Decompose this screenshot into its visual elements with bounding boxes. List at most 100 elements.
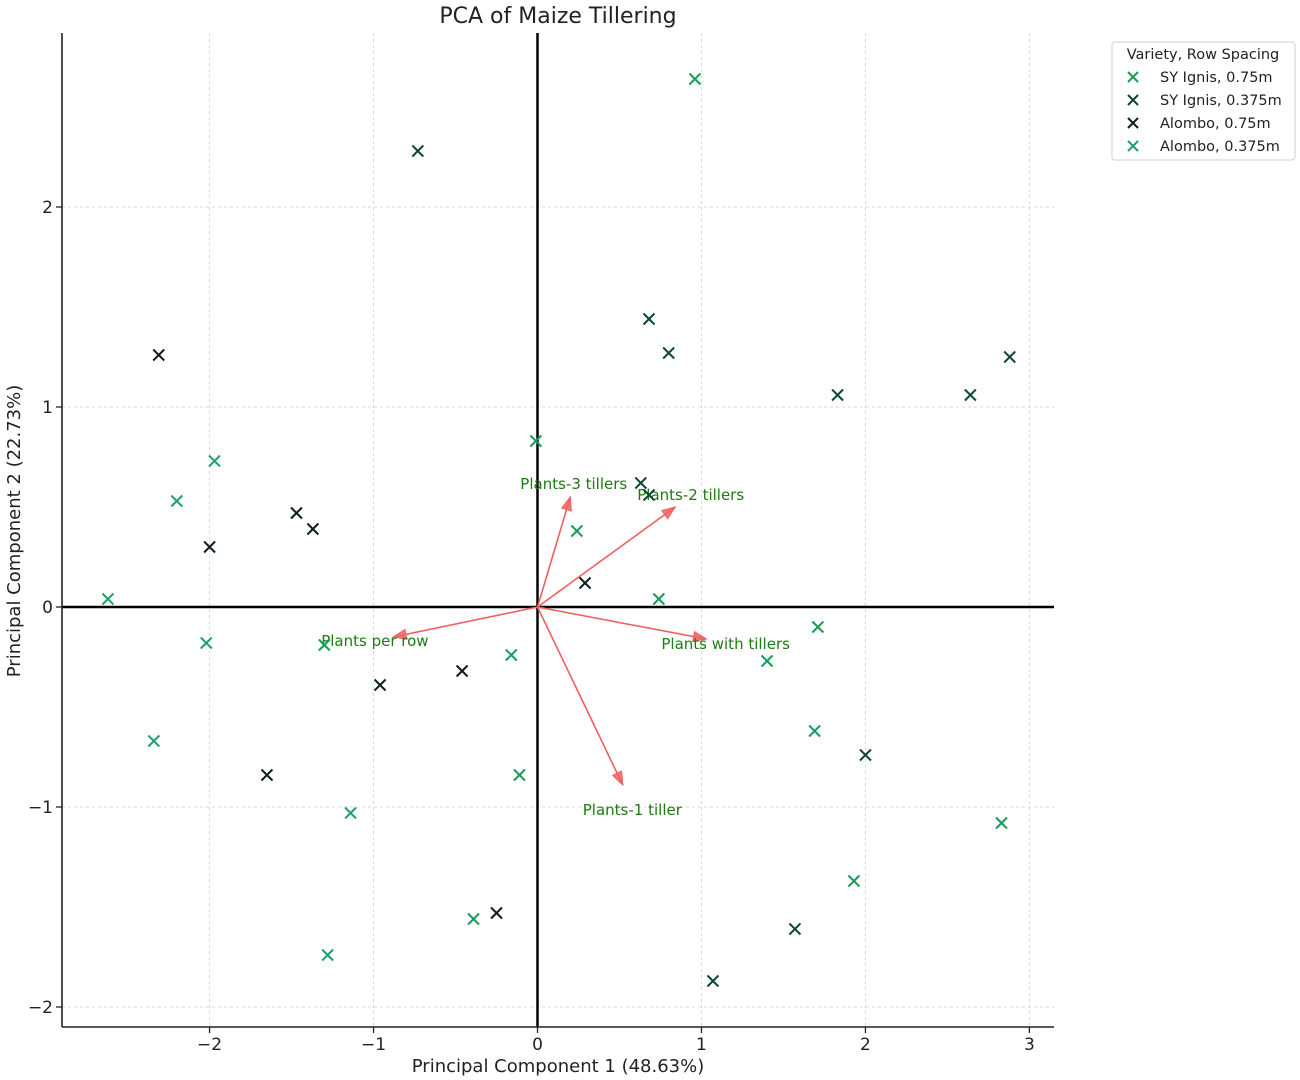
data-point	[321, 948, 334, 962]
data-point	[808, 724, 821, 738]
y-axis-label: Principal Component 2 (22.73%)	[4, 385, 25, 678]
data-point	[706, 974, 720, 988]
data-point	[203, 540, 216, 554]
plot-frame	[62, 33, 1054, 1027]
y-tick-label: 1	[42, 398, 53, 418]
data-point-stroke	[344, 806, 357, 820]
data-point-stroke	[505, 648, 518, 662]
x-tick-label: −2	[197, 1035, 222, 1055]
data-point-stroke	[147, 734, 161, 748]
x-tick-label: 0	[532, 1035, 543, 1055]
x-axis-label: Principal Component 1 (48.63%)	[412, 1056, 705, 1077]
loading-label: Plants with tillers	[661, 635, 790, 653]
x-tick-label: 2	[860, 1035, 871, 1055]
grid-lines	[62, 33, 1054, 1027]
data-point	[411, 144, 425, 158]
loading-label: Plants per row	[321, 632, 428, 650]
loading-vector: Plants-1 tiller	[536, 606, 683, 819]
data-point-stroke	[203, 540, 216, 554]
loading-arrow-shaft	[536, 606, 624, 786]
data-point-stroke	[570, 524, 584, 538]
loading-vector: Plants per row	[321, 606, 538, 650]
data-point	[652, 592, 666, 606]
data-point-stroke	[529, 434, 543, 448]
data-point	[847, 874, 861, 888]
x-tick-label: −1	[361, 1035, 386, 1055]
data-point	[688, 72, 702, 86]
loading-label: Plants-2 tillers	[637, 486, 744, 504]
data-point-stroke	[760, 654, 774, 668]
data-point	[147, 734, 161, 748]
data-point-stroke	[688, 72, 702, 86]
data-point	[455, 664, 469, 678]
data-point-stroke	[208, 454, 221, 468]
data-point-stroke	[455, 664, 469, 678]
data-point-stroke	[290, 506, 303, 520]
legend-item: SY Ignis, 0.375m	[1127, 93, 1282, 109]
data-point	[344, 806, 357, 820]
loading-label: Plants-1 tiller	[583, 801, 683, 819]
legend-label: Alombo, 0.75m	[1160, 116, 1271, 132]
data-point	[964, 388, 977, 402]
data-point	[208, 454, 221, 468]
loading-vectors: Plants-3 tillers Plants-2 tillers Plants w…	[321, 475, 790, 819]
loading-arrow-head	[391, 628, 408, 640]
data-point-stroke	[490, 906, 503, 920]
data-point-stroke	[513, 768, 526, 782]
chart-title: PCA of Maize Tillering	[439, 4, 676, 29]
data-point	[529, 434, 543, 448]
data-point	[1003, 350, 1016, 364]
loading-vector: Plants with tillers	[537, 606, 790, 653]
legend-label: SY Ignis, 0.75m	[1160, 70, 1273, 86]
data-point-stroke	[200, 636, 213, 650]
data-point	[995, 816, 1008, 830]
data-point	[260, 768, 274, 782]
data-point-stroke	[101, 592, 115, 606]
data-point-stroke	[260, 768, 274, 782]
data-point	[578, 576, 592, 590]
data-point	[662, 346, 675, 360]
data-point	[513, 768, 526, 782]
legend-label: SY Ignis, 0.375m	[1160, 93, 1282, 109]
legend-marker-stroke	[1127, 94, 1139, 106]
legend-marker-stroke	[1127, 140, 1139, 152]
data-point	[831, 388, 844, 402]
data-point-stroke	[811, 620, 825, 634]
loading-arrow-head	[660, 506, 677, 520]
data-point	[642, 488, 656, 502]
data-point-stroke	[321, 948, 334, 962]
data-point	[200, 636, 213, 650]
data-point-stroke	[847, 874, 861, 888]
data-point-stroke	[859, 748, 872, 762]
data-point-stroke	[808, 724, 821, 738]
legend-title: Variety, Row Spacing	[1127, 47, 1280, 63]
data-point	[788, 922, 802, 936]
loading-arrow-shaft	[537, 506, 676, 608]
data-point	[467, 912, 480, 926]
data-point-stroke	[652, 592, 666, 606]
y-tick-label: 2	[42, 198, 53, 218]
legend: Variety, Row Spacing SY Ignis, 0.75m SY I…	[1111, 41, 1296, 161]
loading-vector: Plants-2 tillers	[537, 486, 744, 608]
data-point-stroke	[642, 312, 656, 326]
data-point-stroke	[642, 488, 656, 502]
data-point-stroke	[411, 144, 425, 158]
loading-arrow-head	[560, 495, 572, 512]
legend-label: Alombo, 0.375m	[1160, 139, 1280, 155]
data-point	[170, 494, 183, 508]
data-point-stroke	[373, 678, 387, 692]
legend-item: Alombo, 0.375m	[1127, 139, 1280, 155]
data-point	[634, 476, 648, 490]
x-tick-label: 1	[696, 1035, 707, 1055]
legend-marker-stroke	[1127, 117, 1139, 129]
data-point-stroke	[964, 388, 977, 402]
data-point	[490, 906, 503, 920]
data-point-stroke	[662, 346, 675, 360]
y-tick-label: 0	[42, 598, 53, 618]
data-point-stroke	[1003, 350, 1016, 364]
data-point-stroke	[634, 476, 648, 490]
data-point	[570, 524, 584, 538]
data-point	[306, 522, 320, 536]
data-point-stroke	[467, 912, 480, 926]
